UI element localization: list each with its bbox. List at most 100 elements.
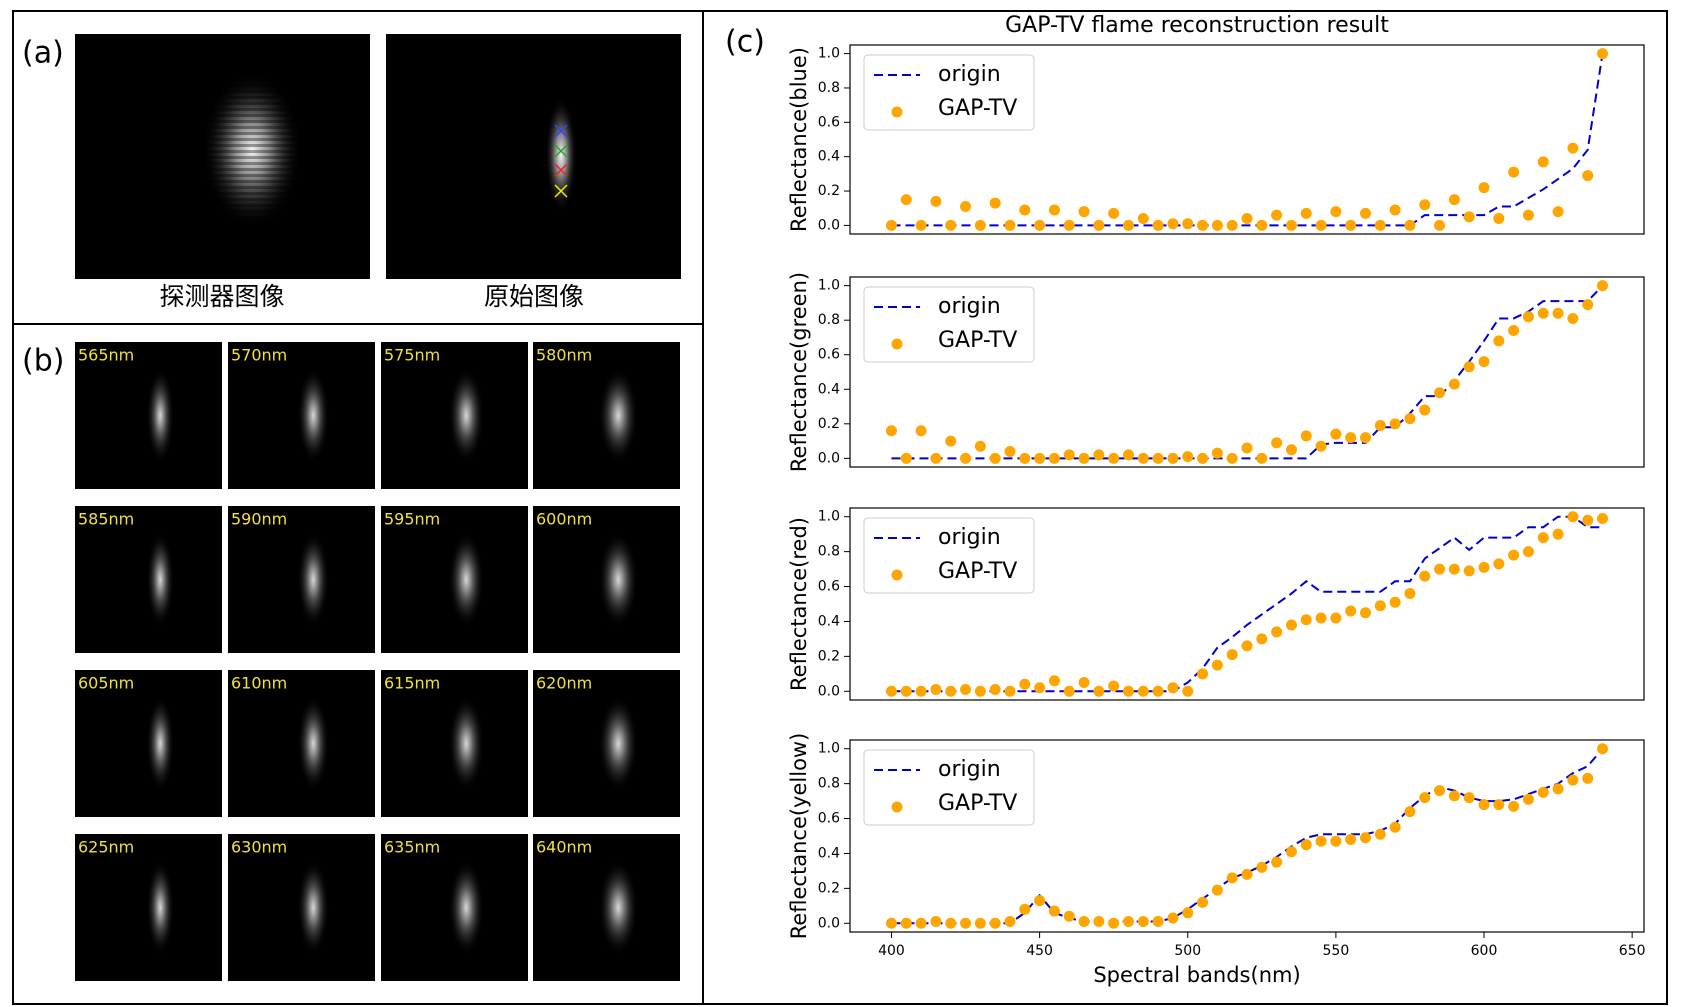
y-tick-label: 1.0 [818, 46, 840, 62]
data-point [1508, 549, 1520, 561]
data-point [1493, 558, 1505, 570]
data-point [1197, 896, 1209, 908]
data-point [1300, 614, 1312, 626]
data-point [1537, 786, 1549, 798]
legend-label: origin [938, 294, 1001, 319]
data-point [1300, 839, 1312, 851]
data-point [1315, 612, 1327, 624]
data-point [915, 917, 927, 929]
data-point [1019, 204, 1031, 216]
data-point [1256, 861, 1268, 873]
wavelength-label: 605nm [78, 674, 134, 693]
wavelength-label: 600nm [536, 510, 592, 529]
band-glow [598, 367, 639, 464]
data-point [1434, 219, 1446, 231]
wavelength-label: 620nm [536, 674, 592, 693]
data-point [1108, 207, 1120, 219]
data-point [1256, 633, 1268, 645]
data-point [885, 425, 897, 437]
data-point [900, 452, 912, 464]
data-point [1004, 445, 1016, 457]
y-axis-label: Reflectance(blue) [787, 47, 811, 232]
wavelength-label: 610nm [231, 674, 287, 693]
data-point [1567, 774, 1579, 786]
data-point [1152, 685, 1164, 697]
data-point [1271, 856, 1283, 868]
data-point [1537, 532, 1549, 544]
data-point [1345, 605, 1357, 617]
y-axis-label: Reflectance(red) [787, 517, 811, 691]
y-tick-label: 0.2 [818, 880, 840, 896]
data-point [1078, 916, 1090, 928]
data-point [1108, 917, 1120, 929]
data-point [1389, 418, 1401, 430]
data-point [960, 452, 972, 464]
data-point [1108, 680, 1120, 692]
data-point [1597, 743, 1609, 755]
y-tick-label: 1.0 [818, 741, 840, 757]
data-point [1019, 678, 1031, 690]
data-point [1211, 659, 1223, 671]
y-tick-label: 0.0 [818, 683, 840, 699]
data-point [945, 917, 957, 929]
data-point [1034, 219, 1046, 231]
data-point [1404, 219, 1416, 231]
data-point [1048, 204, 1060, 216]
legend-box [863, 54, 1035, 131]
band-glow [598, 695, 639, 792]
x-tick-label: 650 [1619, 943, 1646, 959]
y-tick-label: 0.0 [818, 450, 840, 466]
data-point [1004, 685, 1016, 697]
data-point [1211, 447, 1223, 459]
data-point [1389, 821, 1401, 833]
data-point [1448, 194, 1460, 206]
band-glow [448, 531, 485, 628]
marker-red [554, 163, 568, 177]
data-point [1493, 335, 1505, 347]
data-point [1582, 514, 1594, 526]
band-images: 565nm 570nm 575nm 580nm 585nm 590nm 595nm 600nm… [75, 342, 680, 981]
data-point [1285, 444, 1297, 456]
band-glow [146, 859, 175, 956]
data-point [1122, 916, 1134, 928]
data-point [1404, 806, 1416, 818]
data-point [1285, 219, 1297, 231]
band-glow [146, 531, 175, 628]
data-point [1167, 452, 1179, 464]
legend-label: GAP-TV [938, 328, 1017, 353]
data-point [1552, 206, 1564, 218]
outer-border [12, 10, 1668, 1005]
data-point [945, 435, 957, 447]
data-point [1360, 832, 1372, 844]
data-point [1063, 449, 1075, 461]
data-point [1478, 561, 1490, 573]
data-point [1478, 799, 1490, 811]
data-point [1345, 833, 1357, 845]
data-point [1063, 910, 1075, 922]
data-point [1448, 790, 1460, 802]
data-point [1478, 356, 1490, 368]
y-tick-label: 0.8 [818, 776, 840, 792]
charts: GAP-TV flame reconstruction result Reflec… [787, 13, 1646, 987]
data-point [1271, 209, 1283, 221]
data-point [974, 440, 986, 452]
x-tick-label: 450 [1026, 943, 1053, 959]
data-point [1137, 916, 1149, 928]
data-point [900, 194, 912, 206]
data-point [1093, 219, 1105, 231]
wavelength-label: 575nm [384, 346, 440, 365]
legend-swatch [891, 801, 903, 813]
data-point [1345, 432, 1357, 444]
data-point [1419, 570, 1431, 582]
marker-blue [554, 124, 568, 138]
series-line [891, 284, 1604, 460]
y-tick-label: 0.0 [818, 915, 840, 931]
data-point [1389, 204, 1401, 216]
data-point [1537, 156, 1549, 168]
x-tick-label: 600 [1471, 943, 1498, 959]
data-point [1078, 206, 1090, 218]
data-point [1019, 903, 1031, 915]
plot-frame [849, 44, 1645, 235]
data-point [1122, 219, 1134, 231]
band-glow [146, 695, 175, 792]
